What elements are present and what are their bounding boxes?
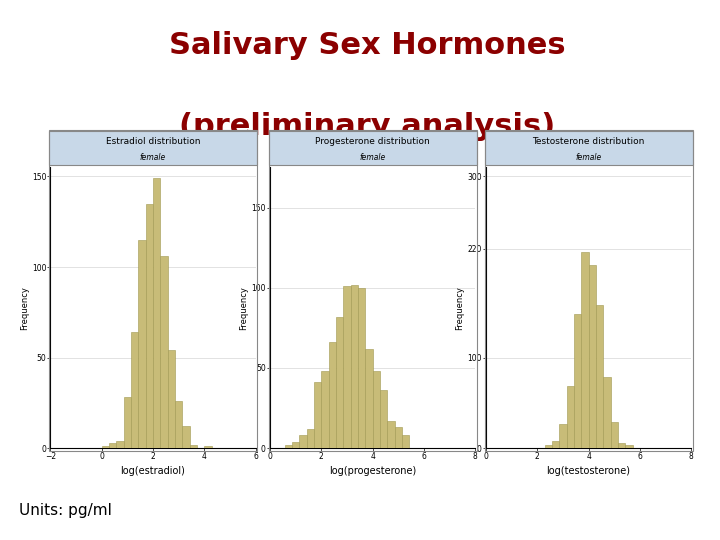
Bar [131,332,138,448]
Bar [559,424,567,448]
Bar [596,305,603,448]
Bar [124,397,131,448]
Bar [204,447,212,448]
Bar [544,444,552,448]
Bar [611,422,618,448]
Text: female: female [575,153,602,161]
Bar [625,446,633,448]
Bar [581,252,588,448]
Bar [574,314,581,448]
Y-axis label: Frequency: Frequency [456,286,464,330]
Bar [175,401,182,448]
Bar [321,371,328,448]
Bar [552,441,559,448]
Bar [145,204,153,448]
Bar [307,429,314,448]
Text: (preliminary analysis): (preliminary analysis) [179,112,555,141]
Bar [292,442,300,448]
Bar [189,444,197,448]
Y-axis label: Frequency: Frequency [240,286,248,330]
Bar [102,447,109,448]
Bar [351,285,358,448]
Bar [589,265,596,448]
Text: Testosterone distribution: Testosterone distribution [532,137,645,146]
X-axis label: log(progesterone): log(progesterone) [329,465,416,476]
Text: Salivary Sex Hormones: Salivary Sex Hormones [169,31,565,60]
Bar [153,178,161,448]
Bar [109,443,117,448]
Bar [117,441,124,448]
Bar [567,386,574,448]
Bar [358,288,365,448]
Bar [336,316,343,448]
Text: Units: pg/ml: Units: pg/ml [19,503,112,518]
X-axis label: log(estradiol): log(estradiol) [120,465,186,476]
Bar [300,435,307,448]
Bar [402,435,409,448]
Bar [182,427,189,448]
Bar [365,349,372,448]
Y-axis label: Frequency: Frequency [20,286,29,330]
Bar [168,350,175,448]
Bar [380,390,387,448]
Text: female: female [140,153,166,161]
Bar [138,240,145,448]
X-axis label: log(testosterone): log(testosterone) [546,465,631,476]
Bar [161,256,168,448]
Text: Estradiol distribution: Estradiol distribution [106,137,200,146]
Bar [343,286,351,448]
Text: Progesterone distribution: Progesterone distribution [315,137,430,146]
Text: female: female [359,153,386,161]
Bar [373,371,380,448]
Bar [618,443,625,448]
Bar [284,445,292,448]
Bar [314,382,321,448]
Bar [387,421,395,448]
Bar [395,427,402,448]
Bar [603,376,611,448]
Bar [328,342,336,448]
